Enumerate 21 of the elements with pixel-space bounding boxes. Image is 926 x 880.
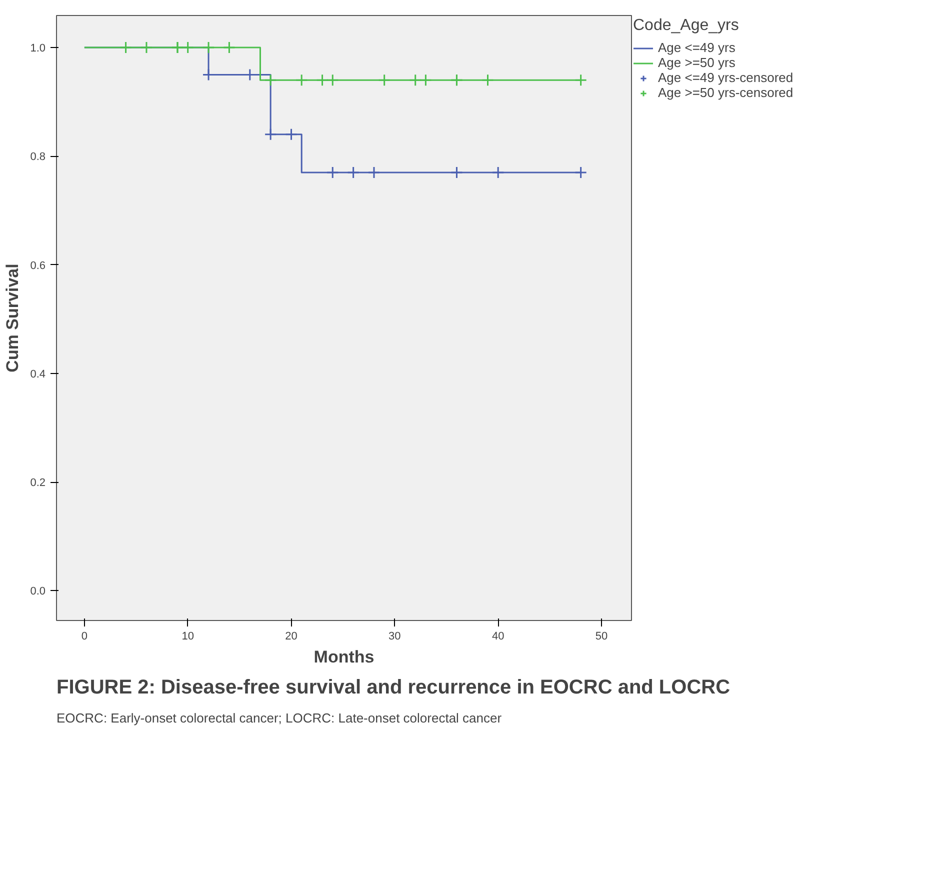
text: FIGURE 2: Disease-free survival and recurrence in EOCRC and LOCRC	[56, 676, 730, 698]
legend-label: Age <=49 yrs	[658, 40, 736, 55]
y-tick-label: 0.0	[30, 586, 46, 598]
y-tick-label: 1.0	[30, 42, 46, 55]
x-tick-label: 30	[388, 630, 401, 642]
x-tick-label: 10	[182, 630, 194, 642]
legend-label: Age <=49 yrs-censored	[658, 70, 794, 85]
y-tick-label: 0.8	[30, 151, 46, 164]
x-tick-label: 40	[492, 630, 504, 642]
text: EOCRC: Early-onset colorectal cancer; LOCRC: Late-onset colorectal cancer	[56, 710, 502, 726]
x-tick-label: 20	[285, 630, 298, 642]
legend-label: Age >=50 yrs	[658, 55, 736, 70]
y-tick-label: 0.4	[30, 368, 46, 380]
x-axis-title: Months	[314, 648, 374, 666]
y-tick-label: 0.6	[30, 260, 46, 272]
legend-label: Age >=50 yrs-censored	[658, 85, 794, 100]
legend-title: Code_Age_yrs	[633, 17, 740, 35]
x-tick-label: 50	[595, 630, 608, 642]
x-tick-label: 0	[81, 630, 88, 642]
y-tick-label: 0.2	[30, 477, 46, 490]
y-axis-title: Cum Survival	[3, 264, 22, 372]
